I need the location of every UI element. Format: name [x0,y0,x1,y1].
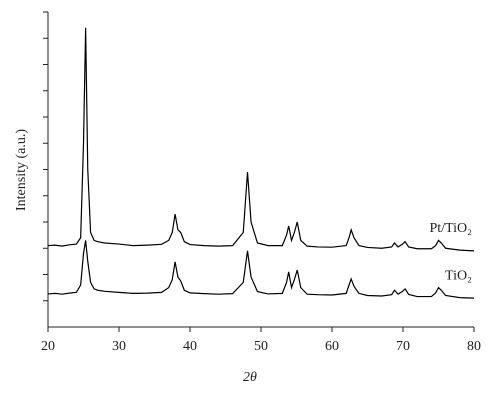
y-axis-label: Intensity (a.u.) [14,129,29,211]
x-tick-label: 40 [183,339,197,354]
x-tick-label: 30 [112,339,126,354]
x-tick-label: 50 [254,339,268,354]
x-tick-label: 70 [396,339,410,354]
series-label: Pt/TiO₂ [429,221,472,236]
series-line [47,240,475,299]
series-line [47,27,475,252]
x-tick-label: 80 [467,339,481,354]
x-tick-label: 20 [41,339,55,354]
x-tick-label: 60 [325,339,339,354]
series-label: TiO₂ [445,268,472,283]
x-axis-label: 2θ [243,370,257,385]
